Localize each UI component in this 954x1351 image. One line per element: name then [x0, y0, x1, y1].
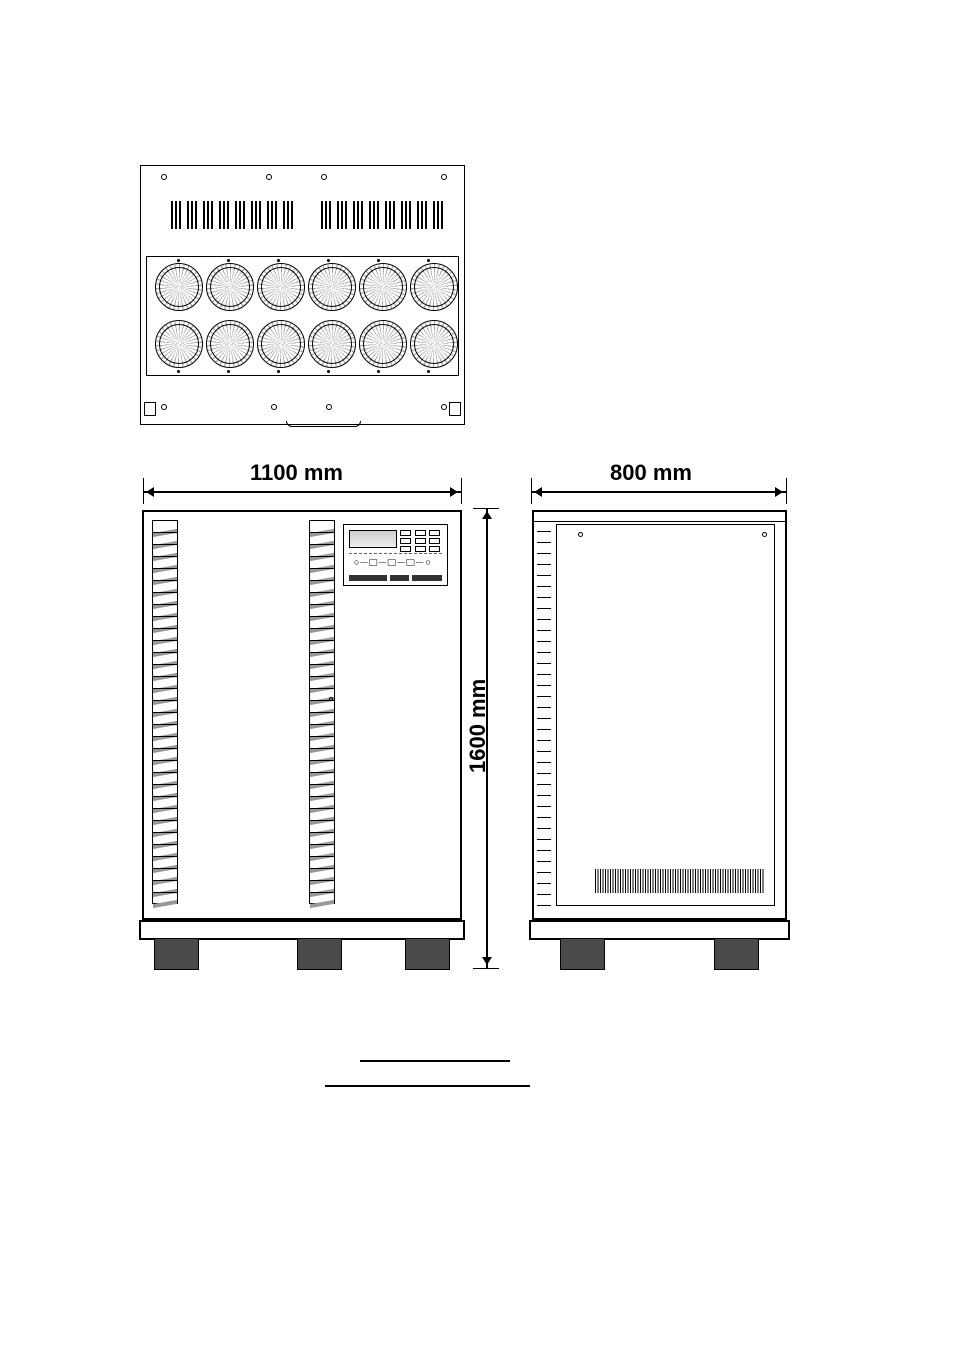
panel-buttons	[400, 530, 442, 552]
mount-hole	[321, 174, 327, 180]
fan-icon	[155, 263, 203, 311]
fan-icon	[257, 320, 305, 368]
keyhole	[329, 697, 333, 701]
width-dimension-label: 1100 mm	[250, 460, 343, 486]
panel-label-bar	[349, 575, 442, 583]
cabinet-foot	[560, 938, 605, 970]
louver-column-mid	[309, 520, 335, 904]
fan-icon	[308, 263, 356, 311]
front-view-diagram	[142, 510, 462, 970]
fan-icon	[155, 320, 203, 368]
mount-hole	[326, 404, 332, 410]
vent-slots-right	[321, 201, 445, 229]
bottom-curve	[286, 421, 361, 427]
page-container: 1100 mm 800 mm 1600 mm	[0, 0, 954, 1351]
cabinet-foot	[297, 938, 342, 970]
lcd-display	[349, 530, 397, 548]
side-bottom-vent	[595, 869, 765, 893]
fan-icon	[410, 263, 458, 311]
cabinet-front-outline	[142, 510, 462, 920]
fan-icon	[206, 263, 254, 311]
side-view-diagram	[532, 510, 787, 970]
mount-hole	[161, 404, 167, 410]
corner-bracket	[449, 402, 461, 416]
side-inner-panel	[556, 524, 775, 906]
side-top-rail	[534, 512, 785, 522]
cabinet-side-outline	[532, 510, 787, 920]
corner-bracket	[144, 402, 156, 416]
vent-slots-left	[171, 201, 295, 229]
fan-icon	[206, 320, 254, 368]
fan-icon	[410, 320, 458, 368]
control-panel	[343, 524, 448, 586]
fan-icon	[359, 263, 407, 311]
panel-diagram	[349, 553, 442, 571]
mount-hole	[161, 174, 167, 180]
mount-hole	[441, 174, 447, 180]
divider-line	[325, 1085, 530, 1087]
fan-icon	[359, 320, 407, 368]
base-plate	[139, 920, 465, 940]
cabinet-foot	[405, 938, 450, 970]
cabinet-foot	[154, 938, 199, 970]
cabinet-foot	[714, 938, 759, 970]
side-louver-column	[537, 524, 551, 906]
divider-line	[360, 1060, 510, 1062]
screw-icon	[762, 532, 767, 537]
louver-column-left	[152, 520, 178, 904]
top-view-diagram	[140, 165, 465, 425]
base-plate	[529, 920, 790, 940]
width-dimension-line	[143, 491, 461, 493]
depth-dimension-line	[531, 491, 786, 493]
fan-icon	[257, 263, 305, 311]
height-dimension-line	[486, 508, 488, 968]
depth-dimension-label: 800 mm	[610, 460, 692, 486]
mount-hole	[266, 174, 272, 180]
fan-panel	[146, 256, 459, 376]
fan-icon	[308, 320, 356, 368]
screw-icon	[578, 532, 583, 537]
mount-hole	[271, 404, 277, 410]
mount-hole	[441, 404, 447, 410]
